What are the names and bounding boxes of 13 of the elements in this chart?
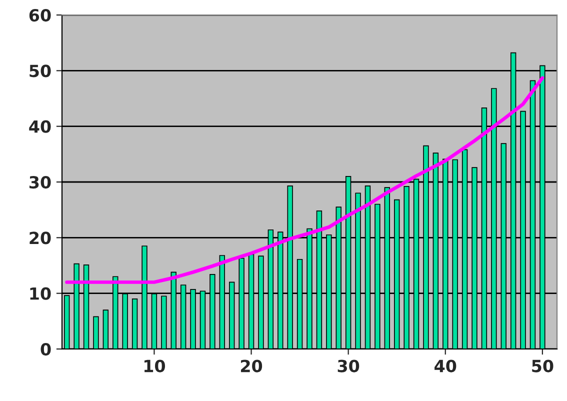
- x-tick-label: 40: [434, 360, 456, 372]
- y-tick-label: 30: [30, 176, 51, 189]
- x-tick-label: 30: [338, 360, 360, 372]
- y-tick-label: 60: [29, 8, 51, 22]
- y-tick-label: 50: [30, 64, 51, 78]
- line-series: [65, 76, 544, 284]
- x-tick-label: 50: [532, 360, 554, 372]
- y-tick-label: 40: [29, 120, 51, 133]
- y-tick-label: 10: [30, 287, 51, 300]
- y-tick-label: 0: [40, 342, 51, 356]
- x-tick-label: 20: [240, 360, 262, 372]
- y-tick-label: 20: [30, 232, 51, 244]
- x-tick-label: 10: [144, 360, 166, 372]
